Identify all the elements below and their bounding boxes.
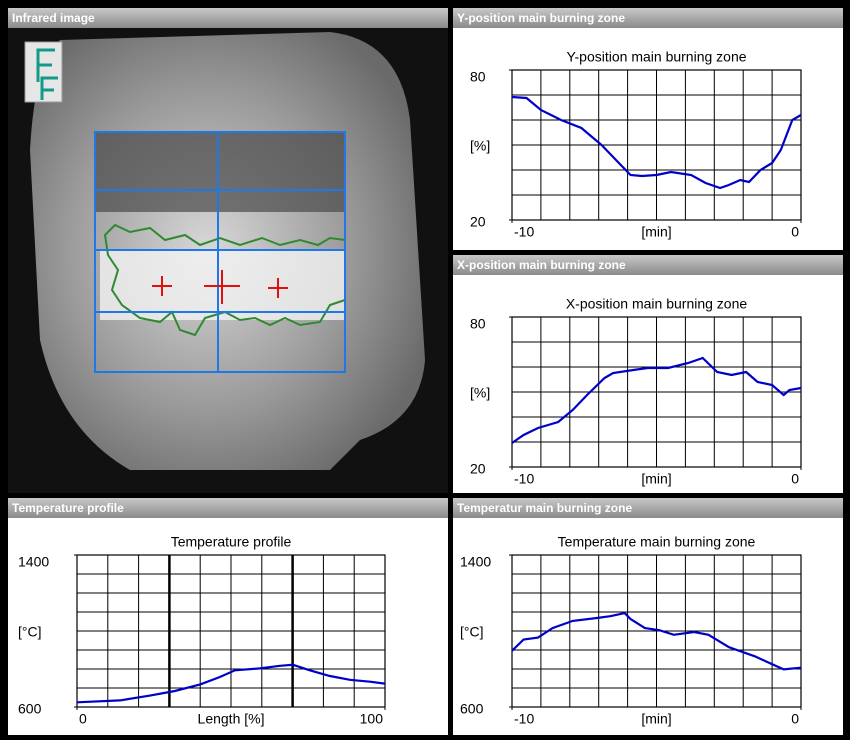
x-axis-label: Length [%] (198, 711, 265, 727)
infrared-panel (8, 8, 448, 493)
panel-title: Temperatur main burning zone (457, 501, 632, 515)
chart-title: X-position main burning zone (566, 296, 748, 312)
y-tick-label: 20 (470, 461, 486, 477)
y-tick-label: 20 (470, 214, 486, 230)
x-tick-label: 0 (791, 471, 799, 487)
panel-title: Temperature profile (12, 501, 124, 515)
y-tick-label: 80 (470, 316, 486, 332)
y-tick-label: 600 (460, 701, 484, 717)
x-tick-label: 0 (79, 711, 87, 727)
y-tick-label: 80 (470, 69, 486, 85)
chart-title: Temperature main burning zone (558, 534, 756, 550)
y-axis-label: [°C] (460, 624, 484, 640)
x-tick-label: -10 (514, 224, 534, 240)
y-axis-label: [°C] (18, 624, 42, 640)
panel-title: Y-position main burning zone (457, 11, 625, 25)
panel-title: X-position main burning zone (457, 258, 626, 272)
y-tick-label: 1400 (18, 554, 49, 570)
x-axis-label: [min] (641, 471, 671, 487)
x-tick-label: 0 (791, 711, 799, 727)
x-tick-label: -10 (514, 711, 534, 727)
page: Infrared image Y-position main burning zo… (0, 0, 850, 740)
screen: Infrared image Y-position main burning zo… (0, 0, 850, 735)
x-tick-label: 0 (791, 224, 799, 240)
x-tick-label: 100 (360, 711, 384, 727)
chart-title: Temperature profile (171, 534, 292, 550)
y-tick-label: 600 (18, 701, 42, 717)
x-tick-label: -10 (514, 471, 534, 487)
x-axis-label: [min] (641, 224, 671, 240)
orientation-icon[interactable] (25, 42, 62, 102)
panel-title: Infrared image (12, 11, 95, 25)
y-axis-label: [%] (470, 138, 490, 154)
x-axis-label: [min] (641, 711, 671, 727)
chart-title: Y-position main burning zone (566, 49, 746, 65)
y-tick-label: 1400 (460, 554, 491, 570)
y-axis-label: [%] (470, 385, 490, 401)
dark-zone (95, 132, 345, 212)
